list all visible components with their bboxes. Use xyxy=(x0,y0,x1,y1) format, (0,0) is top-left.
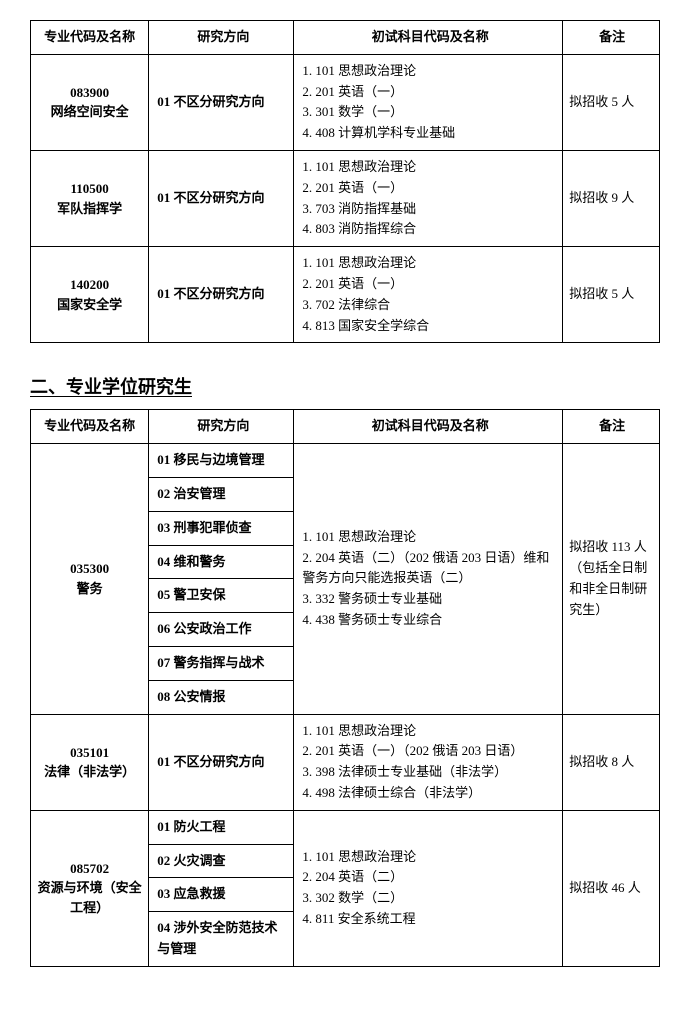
header-code: 专业代码及名称 xyxy=(31,410,149,444)
cell-remark: 拟招收 8 人 xyxy=(563,714,660,810)
cell-subjects: 1. 101 思想政治理论2. 201 英语（一）（202 俄语 203 日语）… xyxy=(294,714,563,810)
cell-code: 035300警务 xyxy=(31,444,149,714)
cell-code: 140200国家安全学 xyxy=(31,247,149,343)
cell-remark: 拟招收 113 人（包括全日制和非全日制研究生） xyxy=(563,444,660,714)
table-row: 083900网络空间安全01 不区分研究方向1. 101 思想政治理论2. 20… xyxy=(31,54,660,150)
table-row: 035300警务01 移民与边境管理1. 101 思想政治理论2. 204 英语… xyxy=(31,444,660,478)
cell-direction: 04 维和警务 xyxy=(149,545,294,579)
cell-direction: 01 不区分研究方向 xyxy=(149,54,294,150)
cell-remark: 拟招收 9 人 xyxy=(563,150,660,246)
cell-subjects: 1. 101 思想政治理论2. 201 英语（一）3. 301 数学（一）4. … xyxy=(294,54,563,150)
section-title: 二、专业学位研究生 xyxy=(30,373,660,399)
cell-remark: 拟招收 5 人 xyxy=(563,54,660,150)
cell-direction: 02 治安管理 xyxy=(149,477,294,511)
cell-subjects: 1. 101 思想政治理论2. 201 英语（一）3. 703 消防指挥基础4.… xyxy=(294,150,563,246)
cell-remark: 拟招收 46 人 xyxy=(563,810,660,966)
cell-code: 085702资源与环境（安全工程） xyxy=(31,810,149,966)
table-header-row: 专业代码及名称 研究方向 初试科目代码及名称 备注 xyxy=(31,410,660,444)
cell-direction: 01 不区分研究方向 xyxy=(149,714,294,810)
header-subjects: 初试科目代码及名称 xyxy=(294,410,563,444)
cell-direction: 08 公安情报 xyxy=(149,680,294,714)
cell-subjects: 1. 101 思想政治理论2. 201 英语（一）3. 702 法律综合4. 8… xyxy=(294,247,563,343)
cell-direction: 03 刑事犯罪侦查 xyxy=(149,511,294,545)
cell-remark: 拟招收 5 人 xyxy=(563,247,660,343)
cell-direction: 01 防火工程 xyxy=(149,810,294,844)
table-row: 035101法律（非法学）01 不区分研究方向1. 101 思想政治理论2. 2… xyxy=(31,714,660,810)
table-professional-degree: 专业代码及名称 研究方向 初试科目代码及名称 备注 035300警务01 移民与… xyxy=(30,409,660,966)
table-header-row: 专业代码及名称 研究方向 初试科目代码及名称 备注 xyxy=(31,21,660,55)
header-remark: 备注 xyxy=(563,21,660,55)
cell-direction: 01 不区分研究方向 xyxy=(149,247,294,343)
cell-direction: 01 移民与边境管理 xyxy=(149,444,294,478)
cell-code: 110500军队指挥学 xyxy=(31,150,149,246)
cell-direction: 01 不区分研究方向 xyxy=(149,150,294,246)
table-row: 085702资源与环境（安全工程）01 防火工程1. 101 思想政治理论2. … xyxy=(31,810,660,844)
header-code: 专业代码及名称 xyxy=(31,21,149,55)
table-row: 110500军队指挥学01 不区分研究方向1. 101 思想政治理论2. 201… xyxy=(31,150,660,246)
header-subjects: 初试科目代码及名称 xyxy=(294,21,563,55)
cell-direction: 07 警务指挥与战术 xyxy=(149,646,294,680)
cell-subjects: 1. 101 思想政治理论2. 204 英语（二）3. 302 数学（二）4. … xyxy=(294,810,563,966)
header-remark: 备注 xyxy=(563,410,660,444)
cell-direction: 06 公安政治工作 xyxy=(149,613,294,647)
cell-direction: 02 火灾调查 xyxy=(149,844,294,878)
table-academic-degree: 专业代码及名称 研究方向 初试科目代码及名称 备注 083900网络空间安全01… xyxy=(30,20,660,343)
cell-direction: 05 警卫安保 xyxy=(149,579,294,613)
cell-direction: 03 应急救援 xyxy=(149,878,294,912)
cell-direction: 04 涉外安全防范技术与管理 xyxy=(149,912,294,967)
cell-subjects: 1. 101 思想政治理论2. 204 英语（二）（202 俄语 203 日语）… xyxy=(294,444,563,714)
header-direction: 研究方向 xyxy=(149,21,294,55)
header-direction: 研究方向 xyxy=(149,410,294,444)
table-row: 140200国家安全学01 不区分研究方向1. 101 思想政治理论2. 201… xyxy=(31,247,660,343)
cell-code: 083900网络空间安全 xyxy=(31,54,149,150)
cell-code: 035101法律（非法学） xyxy=(31,714,149,810)
